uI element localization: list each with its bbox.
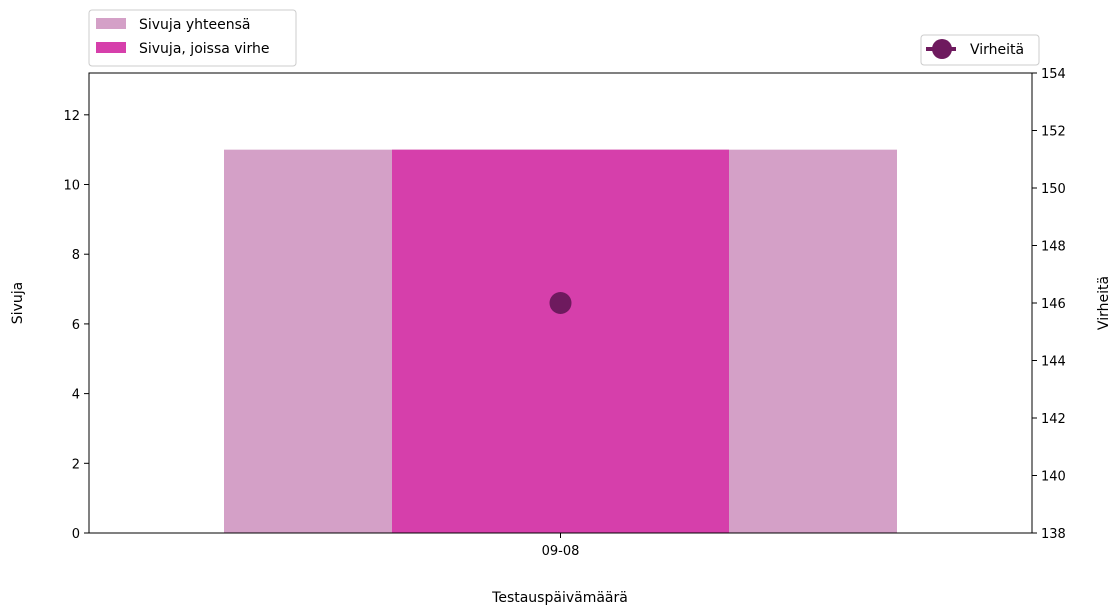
legend-label-errors: Virheitä — [970, 42, 1024, 58]
y-tick-label-right: 148 — [1041, 240, 1066, 255]
y-tick-label-right: 152 — [1041, 125, 1066, 140]
y-tick-label-right: 138 — [1041, 527, 1066, 542]
x-axis-label: Testauspäivämäärä — [491, 590, 628, 605]
y-tick-label-left: 8 — [72, 248, 80, 263]
y-axis-label-right: Virheitä — [1096, 276, 1112, 330]
y-tick-label-left: 0 — [72, 527, 80, 542]
legend-swatch-errors-pages — [96, 42, 126, 53]
legend-left: Sivuja yhteensä Sivuja, joissa virhe — [88, 9, 297, 67]
y-tick-label-left: 6 — [72, 318, 80, 333]
legend-swatch-total — [96, 18, 126, 29]
y-tick-label-right: 140 — [1041, 470, 1066, 485]
bar-pages-with-errors — [392, 149, 729, 533]
legend-marker-errors — [932, 39, 952, 59]
y-tick-label-right: 144 — [1041, 355, 1066, 370]
y-tick-label-right: 146 — [1041, 297, 1066, 312]
legend-label-total: Sivuja yhteensä — [139, 17, 250, 33]
y-tick-label-right: 142 — [1041, 412, 1066, 427]
x-tick-label: 09-08 — [542, 544, 580, 559]
y-tick-label-left: 10 — [63, 179, 80, 194]
y-tick-label-left: 2 — [72, 457, 80, 472]
y-axis-label-left: Sivuja — [10, 282, 26, 324]
legend-label-errors-pages: Sivuja, joissa virhe — [139, 41, 269, 57]
y-tick-label-right: 150 — [1041, 182, 1066, 197]
y-tick-label-left: 4 — [72, 388, 80, 403]
point-errors — [549, 292, 572, 314]
y-tick-label-left: 12 — [63, 109, 80, 124]
y-tick-label-right: 154 — [1041, 67, 1066, 82]
legend-right: Virheitä — [920, 34, 1040, 66]
